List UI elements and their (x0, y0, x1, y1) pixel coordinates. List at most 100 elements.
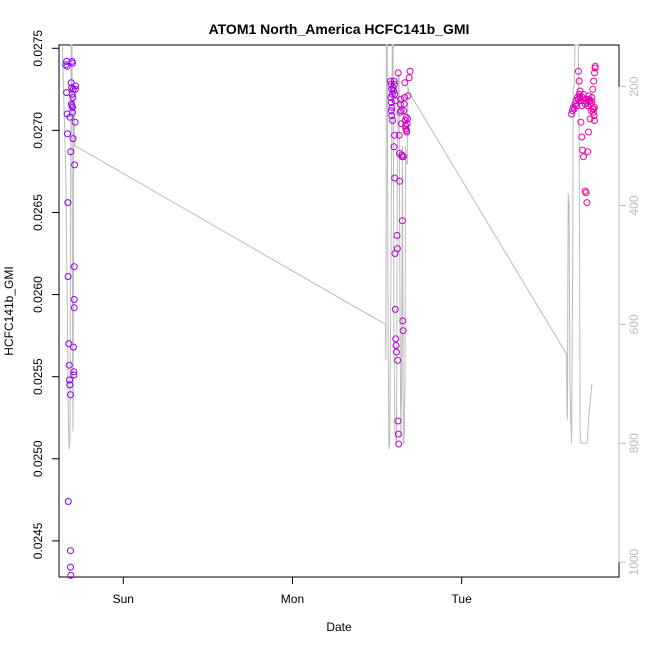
data-point (71, 161, 79, 169)
data-point (388, 90, 396, 98)
right-tick-label: 600 (627, 314, 641, 334)
data-point (71, 118, 79, 126)
right-tick-label: 1000 (627, 548, 641, 575)
data-point (574, 67, 582, 75)
data-points (62, 57, 599, 579)
data-point (571, 100, 579, 108)
data-point (67, 148, 75, 156)
data-point (404, 92, 412, 100)
data-point (406, 67, 414, 75)
data-point (400, 100, 408, 108)
data-point (64, 498, 72, 505)
right-tick-label: 800 (627, 433, 641, 453)
x-tick-label: Tue (452, 592, 473, 606)
data-point (67, 571, 75, 579)
data-point (62, 61, 70, 69)
data-point (589, 108, 597, 116)
data-point (70, 263, 78, 271)
data-point (389, 117, 397, 124)
data-point (569, 107, 576, 115)
data-point (405, 74, 413, 82)
data-point (404, 115, 411, 123)
y-tick-label: 0.0275 (31, 30, 45, 67)
data-point (69, 103, 76, 111)
data-point (586, 115, 594, 123)
right-tick-label: 400 (627, 195, 641, 215)
data-point (398, 217, 406, 225)
right-axis: 200 400 600 800 1000 (618, 76, 641, 575)
data-point (65, 361, 73, 369)
data-point (590, 105, 598, 113)
data-point (69, 94, 77, 101)
y-tick-label: 0.0265 (31, 194, 45, 231)
data-point (575, 77, 583, 85)
data-point (396, 100, 404, 108)
data-point (582, 189, 590, 197)
data-point (584, 148, 592, 156)
data-point (577, 118, 585, 126)
data-point (63, 62, 71, 70)
data-point (394, 430, 402, 438)
data-point (395, 131, 403, 139)
data-point (69, 135, 77, 143)
x-tick-label: Mon (281, 592, 304, 606)
data-point (399, 317, 407, 325)
data-point (576, 87, 584, 95)
data-point (400, 153, 407, 161)
data-point (588, 94, 596, 101)
data-point (392, 348, 400, 356)
y-tick-label: 0.0260 (31, 276, 45, 313)
data-point (68, 84, 76, 92)
data-point (394, 417, 402, 425)
data-point (70, 371, 78, 379)
data-point (67, 547, 74, 555)
data-point (591, 62, 599, 70)
data-point (591, 117, 598, 124)
data-point (397, 95, 405, 103)
data-point (391, 305, 399, 313)
y-axis-label: HCFC141b_GMI (2, 266, 16, 355)
data-point (69, 59, 76, 67)
x-tick-label: Sun (113, 592, 134, 606)
data-point (69, 108, 76, 116)
data-point (389, 84, 397, 92)
data-point (66, 376, 73, 384)
data-point (67, 563, 74, 571)
data-point (391, 174, 399, 182)
plot-frame (58, 44, 620, 578)
data-point (392, 342, 400, 349)
data-point (578, 133, 586, 141)
series-line (61, 44, 593, 450)
data-point (387, 99, 395, 106)
x-axis: Sun Mon Tue (113, 576, 473, 606)
data-point (390, 87, 398, 95)
data-point (590, 77, 598, 85)
data-point (580, 153, 587, 161)
data-point (585, 128, 592, 136)
data-point (573, 102, 581, 110)
data-point (395, 440, 403, 448)
chart-title: ATOM1 North_America HCFC141b_GMI (209, 21, 470, 37)
data-point (64, 130, 71, 138)
data-point (393, 245, 401, 253)
data-point (67, 391, 74, 399)
x-axis-label: Date (326, 620, 352, 634)
data-point (391, 90, 399, 98)
data-point (399, 327, 407, 335)
y-tick-label: 0.0270 (31, 112, 45, 149)
data-point (70, 296, 78, 303)
data-point (68, 90, 76, 98)
data-point (388, 112, 396, 120)
data-point (64, 273, 72, 280)
data-point (400, 107, 408, 115)
data-point (392, 335, 400, 343)
data-point (401, 94, 408, 101)
data-point (393, 232, 401, 239)
data-point (65, 340, 73, 348)
data-point (396, 108, 404, 116)
data-point (391, 131, 398, 139)
data-point (394, 356, 402, 364)
y-axis: 0.0245 0.0250 0.0255 0.0260 0.0265 0.0270 0.02… (31, 30, 60, 559)
data-point (390, 77, 398, 85)
